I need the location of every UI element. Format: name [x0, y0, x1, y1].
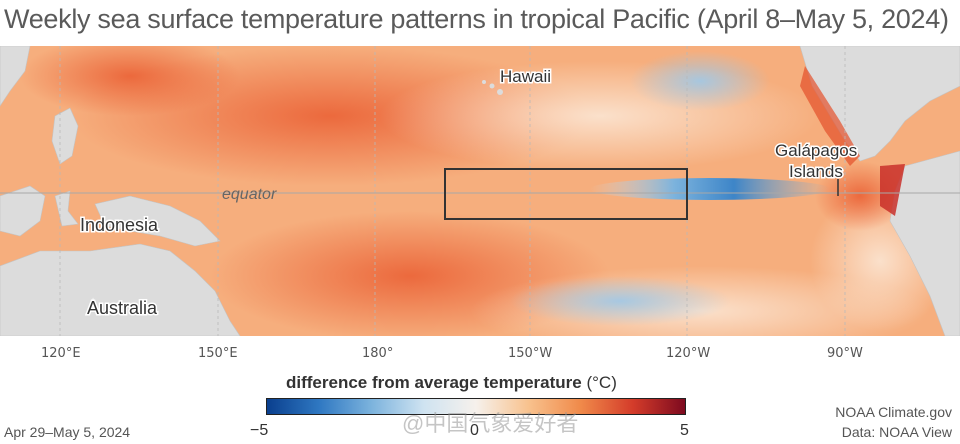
land-borneo [0, 185, 46, 237]
legend-mid: 0 [470, 422, 479, 439]
land-new-guinea [94, 195, 221, 247]
warm-anomaly-northwest [20, 46, 240, 116]
land-asia [0, 46, 31, 107]
legend-unit: (°C) [586, 373, 617, 392]
land-philippines [51, 107, 79, 165]
label-hawaii: Hawaii [500, 67, 551, 86]
footer-data-source: Data: NOAA View [841, 424, 952, 440]
label-indonesia: Indonesia [80, 215, 159, 235]
legend-title-text: difference from average temperature [286, 373, 582, 392]
legend-max: 5 [680, 422, 689, 439]
watermark: @中国气象爱好者 [402, 411, 579, 436]
footer-credit: NOAA Climate.gov [835, 404, 952, 420]
warm-coastal-mexico [800, 66, 860, 166]
warm-coastal-colombia [880, 164, 905, 216]
label-australia: Australia [87, 298, 158, 318]
island-dot [489, 83, 495, 89]
legend-title: difference from average temperature (°C) [286, 373, 617, 393]
cool-anomaly-south [510, 276, 730, 326]
island-dot [482, 80, 486, 84]
sst-anomaly-map: Hawaii equator Indonesia Australia Galáp… [0, 46, 960, 336]
label-islands: Islands [789, 162, 843, 181]
longitude-gridlines [59, 46, 846, 336]
footer-date: Apr 29–May 5, 2024 [4, 424, 131, 440]
lon-label-180: 180° [362, 346, 394, 361]
equatorial-cold-tongue [590, 178, 830, 200]
lon-label-90w: 90°W [827, 346, 863, 361]
map-title: Weekly sea surface temperature patterns … [4, 4, 949, 34]
island-dot [497, 89, 503, 95]
lon-label-150e: 150°E [198, 346, 238, 361]
lon-label-120e: 120°E [41, 346, 81, 361]
lon-label-120w: 120°W [666, 346, 711, 361]
land-sulawesi [54, 190, 79, 227]
color-scale-bar [266, 398, 686, 415]
hawaii-islands [482, 80, 503, 95]
cool-anomaly-north [630, 51, 770, 111]
lon-label-150w: 150°W [508, 346, 553, 361]
label-galapagos: Galápagos [775, 141, 857, 160]
nino34-box [444, 168, 688, 220]
label-equator: equator [222, 186, 277, 203]
legend-min: −5 [250, 422, 269, 439]
